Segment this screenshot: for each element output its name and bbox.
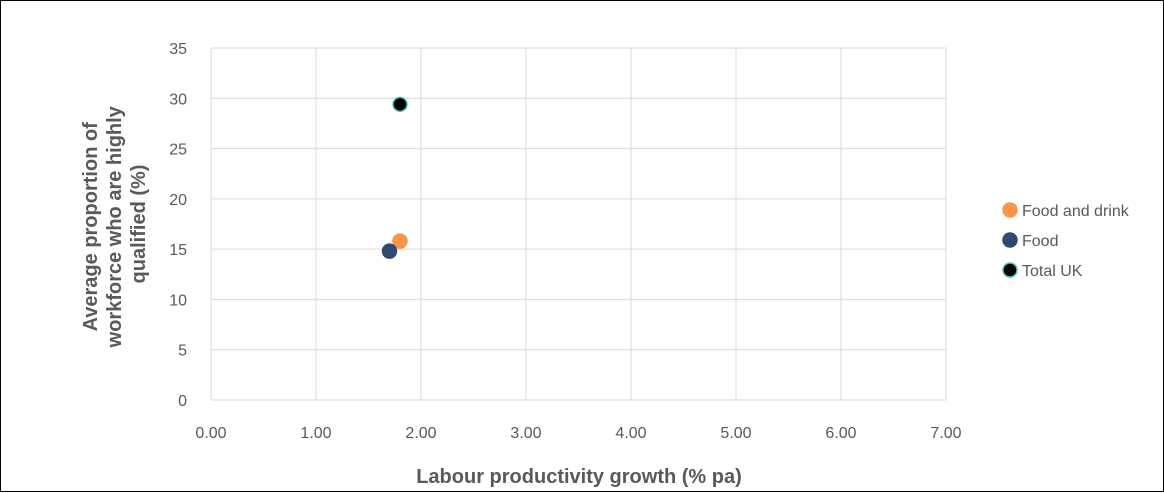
legend-marker: [1002, 232, 1018, 248]
x-tick-label: 4.00: [615, 425, 646, 442]
legend-label: Total UK: [1022, 263, 1083, 280]
x-tick-labels: 0.00 1.00 2.00 3.00 4.00 5.00 6.00 7.00: [195, 425, 961, 442]
x-tick-label: 1.00: [300, 425, 331, 442]
y-tick-label: 15: [169, 242, 187, 259]
data-points: [381, 96, 408, 259]
y-tick-label: 35: [169, 41, 187, 58]
data-point: [392, 233, 408, 249]
legend: Food and drink Food Total UK: [1002, 202, 1130, 280]
y-tick-label: 20: [169, 192, 187, 209]
data-point: [381, 243, 398, 259]
x-axis-title: Labour productivity growth (% pa): [416, 466, 742, 488]
legend-label: Food and drink: [1022, 203, 1130, 220]
y-tick-label: 30: [169, 91, 187, 108]
y-axis-title-line-3: qualified (%): [128, 165, 150, 284]
x-tick-label: 2.00: [405, 425, 436, 442]
y-tick-label: 0: [178, 393, 187, 410]
y-axis-title: Average proportion of workforce who are …: [80, 101, 150, 349]
y-tick-labels: 0 5 10 15 20 25 30 35: [169, 41, 187, 410]
legend-marker: [1002, 202, 1018, 218]
y-axis-title-line-1: Average proportion of: [80, 122, 102, 332]
x-tick-label: 0.00: [195, 425, 226, 442]
y-tick-label: 10: [169, 292, 187, 309]
legend-marker: [1002, 262, 1018, 278]
x-tick-label: 3.00: [510, 425, 541, 442]
gridlines: [210, 47, 947, 401]
y-tick-label: 5: [178, 343, 187, 360]
legend-label: Food: [1022, 233, 1058, 250]
x-tick-label: 7.00: [930, 425, 961, 442]
data-point: [392, 96, 408, 113]
y-axis-title-line-2: workforce who are highly: [104, 105, 126, 348]
x-tick-label: 5.00: [720, 425, 751, 442]
y-tick-label: 25: [169, 142, 187, 159]
x-tick-label: 6.00: [825, 425, 856, 442]
